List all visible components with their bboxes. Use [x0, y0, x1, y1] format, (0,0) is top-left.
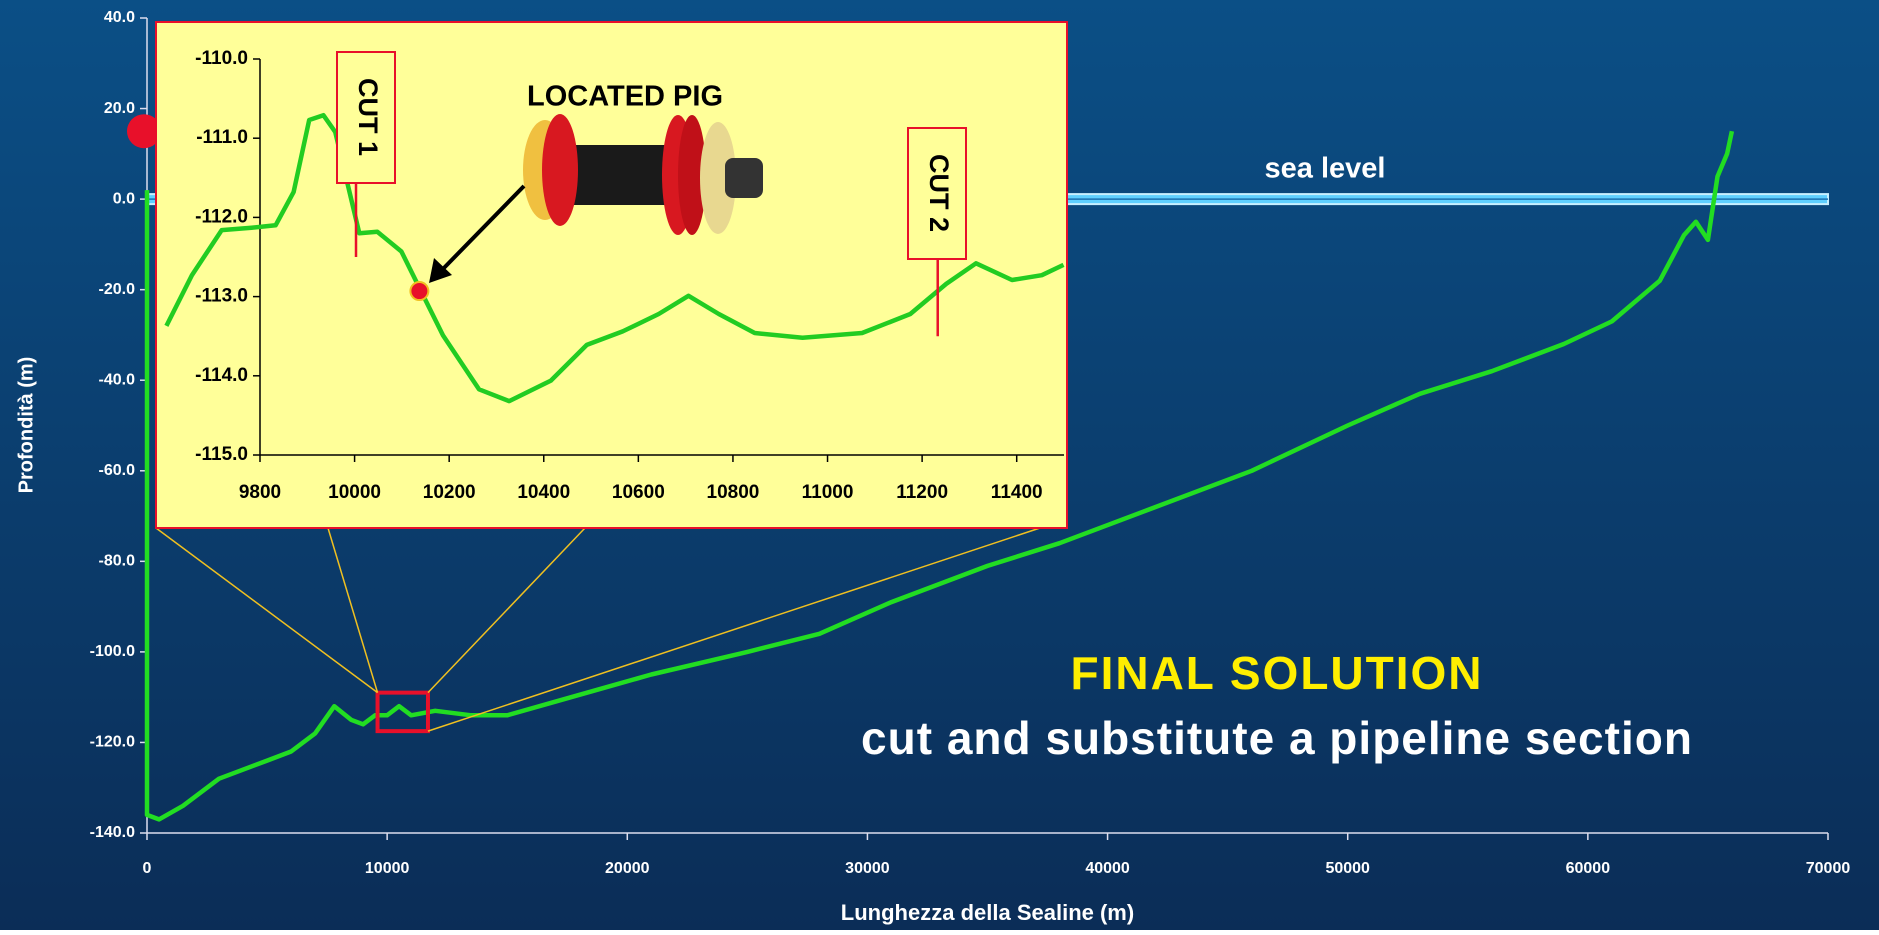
x-tick-label: 30000	[845, 860, 890, 877]
annotation-subtitle: cut and substitute a pipeline section	[861, 712, 1693, 764]
pig-arrowhead	[429, 258, 452, 283]
y-tick-label: 0.0	[113, 190, 135, 207]
x-axis-label: Lunghezza della Sealine (m)	[841, 900, 1134, 925]
x-tick-label: 40000	[1085, 860, 1130, 877]
leader-line	[327, 527, 379, 693]
x-tick-label: 11200	[896, 482, 948, 503]
x-tick-label: 10000	[365, 860, 410, 877]
y-tick-label: -80.0	[99, 553, 136, 570]
y-tick-label: 20.0	[104, 100, 135, 117]
x-tick-label: 10800	[707, 482, 760, 503]
y-tick-label: -20.0	[99, 281, 136, 298]
y-tick-label: -100.0	[90, 643, 135, 660]
profile-line	[144, 130, 1735, 822]
annotation-title: FINAL SOLUTION	[1070, 647, 1483, 699]
y-tick-label: -115.0	[195, 444, 248, 465]
zoom-box	[375, 690, 430, 734]
x-tick-label: 11400	[991, 482, 1043, 503]
pig-disk	[678, 115, 706, 235]
y-axis-label: Profondità (m)	[15, 357, 37, 494]
x-tick-label: 9800	[239, 482, 281, 503]
y-tick-label: -120.0	[90, 734, 135, 751]
pig-arrow	[438, 184, 526, 274]
pig-tail	[725, 158, 763, 198]
y-tick-label: -40.0	[99, 371, 136, 388]
leader-line	[427, 527, 1041, 732]
x-tick-label: 50000	[1325, 860, 1370, 877]
start-marker	[127, 114, 161, 149]
y-tick-label: -113.0	[195, 286, 248, 307]
pig-disk	[542, 114, 578, 226]
pig-disk	[700, 122, 736, 234]
x-tick-label: 60000	[1566, 860, 1611, 877]
cut-label: CUT 1	[353, 78, 383, 156]
y-tick-label: -114.0	[195, 365, 248, 386]
x-tick-label: 10400	[517, 482, 570, 503]
y-tick-label: 40.0	[104, 9, 135, 26]
x-tick-label: 10000	[328, 482, 381, 503]
x-tick-label: 11000	[802, 482, 854, 503]
sea-level-label: sea level	[1265, 153, 1386, 185]
cut-label: CUT 2	[924, 154, 954, 232]
inset-chart: -110.0 -111.0 -112.0 -113.0 -114.0 -115.0 9800…	[155, 21, 1068, 529]
y-tick-label: -112.0	[195, 206, 248, 227]
pig-point	[409, 281, 430, 302]
pig-body	[555, 145, 680, 205]
leader-line	[155, 527, 378, 694]
x-tick-label: 70000	[1806, 860, 1851, 877]
pig-label: LOCATED PIG	[527, 81, 723, 113]
y-tick-label: -110.0	[195, 48, 248, 69]
leader-line	[427, 527, 586, 694]
profile-line	[164, 112, 1065, 404]
x-tick-label: 10200	[423, 482, 476, 503]
y-tick-label: -60.0	[99, 462, 136, 479]
cut-label-box	[336, 51, 396, 184]
x-tick-label: 0	[143, 860, 152, 877]
x-tick-label: 10600	[612, 482, 665, 503]
x-tick-label: 20000	[605, 860, 650, 877]
inset-panel	[155, 21, 1068, 529]
y-tick-label: -140.0	[90, 824, 135, 841]
y-tick-label: -111.0	[196, 127, 248, 148]
cut-label-box	[907, 127, 967, 260]
